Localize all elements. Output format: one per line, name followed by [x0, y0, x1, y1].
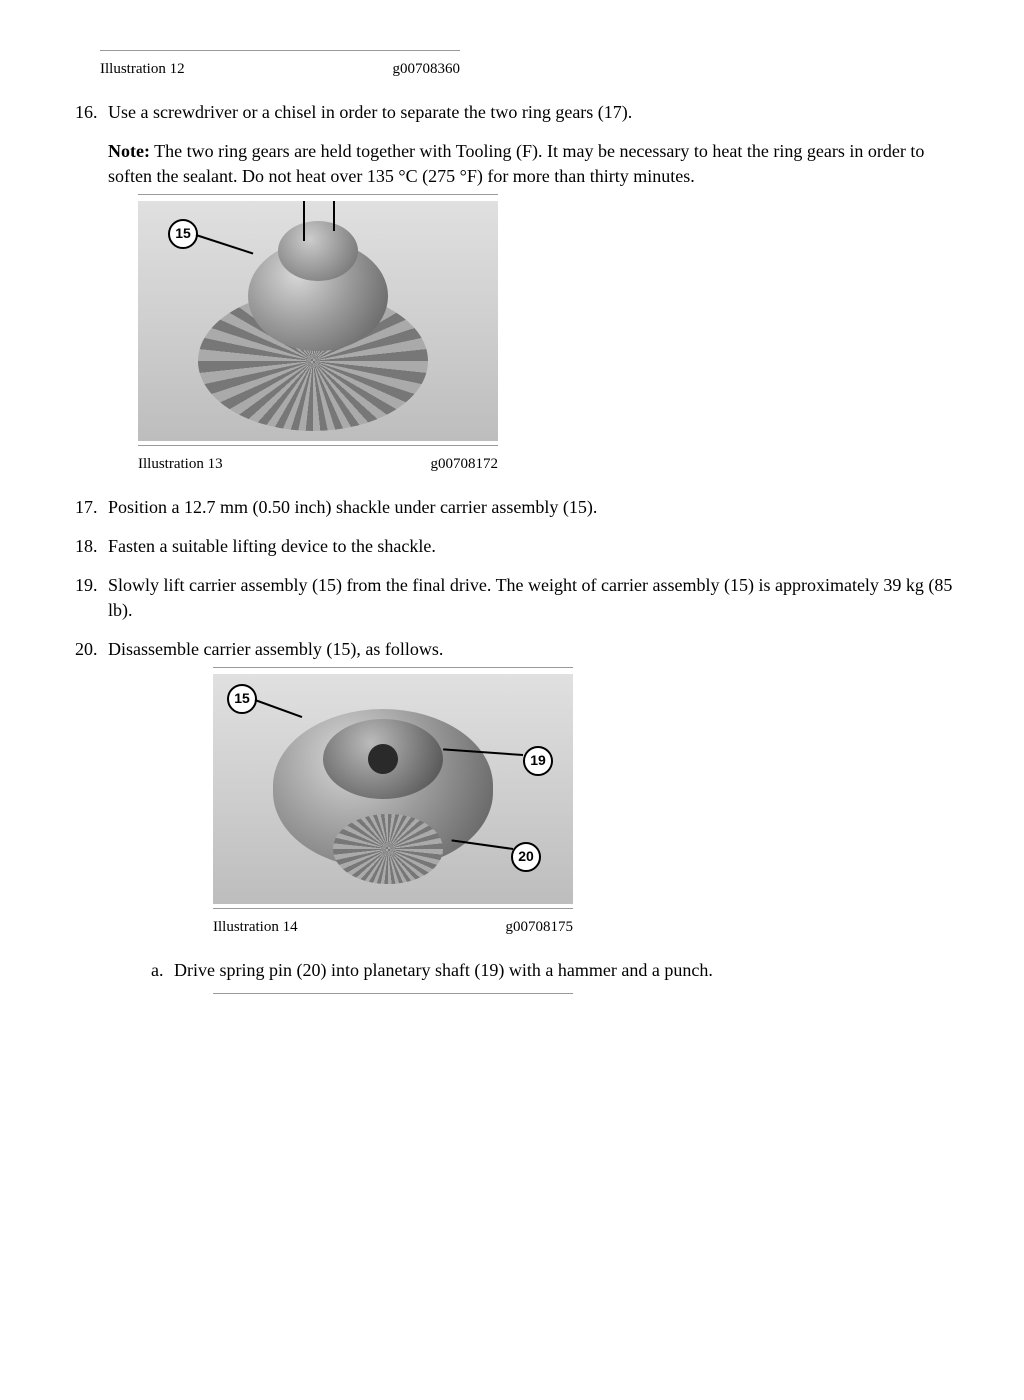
step-19: Slowly lift carrier assembly (15) from t… [102, 573, 954, 623]
illustration-12-caption: Illustration 12 g00708360 [100, 50, 460, 80]
step-17-text: Position a 12.7 mm (0.50 inch) shackle u… [108, 497, 597, 517]
figure-14-image: 15 19 20 [213, 674, 573, 904]
step-20-text: Disassemble carrier assembly (15), as fo… [108, 639, 443, 659]
illus13-label: Illustration 13 [138, 454, 223, 475]
note-label: Note: [108, 141, 150, 161]
illus14-code: g00708175 [506, 917, 574, 938]
illus12-label: Illustration 12 [100, 59, 185, 80]
step-20a-text: Drive spring pin (20) into planetary sha… [174, 960, 713, 980]
illustration-14-caption: Illustration 14 g00708175 [213, 908, 573, 938]
step-19-text: Slowly lift carrier assembly (15) from t… [108, 575, 952, 620]
callout-15-fig14: 15 [227, 684, 257, 714]
callout-19-fig14: 19 [523, 746, 553, 776]
step-20: Disassemble carrier assembly (15), as fo… [102, 637, 954, 993]
illustration-13-caption: Illustration 13 g00708172 [138, 445, 498, 475]
step-16: Use a screwdriver or a chisel in order t… [102, 100, 954, 475]
step-16-note: Note: The two ring gears are held togeth… [108, 139, 954, 189]
step-20a: Drive spring pin (20) into planetary sha… [168, 958, 954, 983]
illus12-code: g00708360 [393, 59, 461, 80]
note-text: The two ring gears are held together wit… [108, 141, 924, 186]
figure-13: 15 [138, 194, 498, 441]
figure-13-image: 15 [138, 201, 498, 441]
illus13-code: g00708172 [431, 454, 499, 475]
step-18-text: Fasten a suitable lifting device to the … [108, 536, 436, 556]
figure-14: 15 19 20 [213, 667, 573, 904]
callout-15-fig13: 15 [168, 219, 198, 249]
step-16-text: Use a screwdriver or a chisel in order t… [108, 102, 632, 122]
callout-20-fig14: 20 [511, 842, 541, 872]
step-17: Position a 12.7 mm (0.50 inch) shackle u… [102, 495, 954, 520]
step-20-substeps: Drive spring pin (20) into planetary sha… [108, 958, 954, 983]
step-18: Fasten a suitable lifting device to the … [102, 534, 954, 559]
trailing-rule [213, 993, 573, 994]
illus14-label: Illustration 14 [213, 917, 298, 938]
main-steps-list: Use a screwdriver or a chisel in order t… [70, 100, 954, 994]
